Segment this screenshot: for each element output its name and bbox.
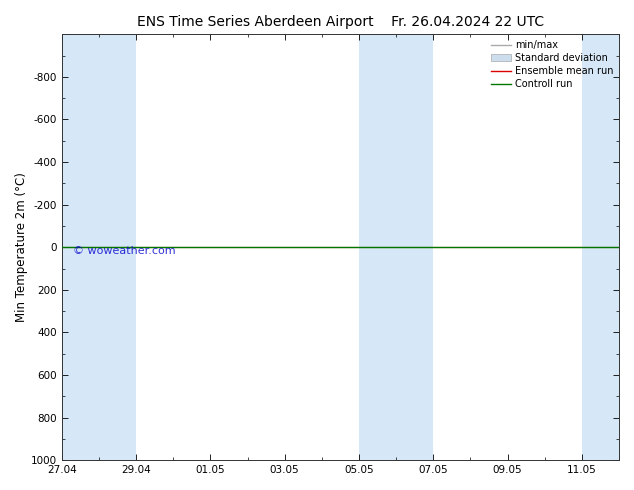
Text: © woweather.com: © woweather.com (73, 246, 176, 256)
Y-axis label: Min Temperature 2m (°C): Min Temperature 2m (°C) (15, 172, 28, 322)
Legend: min/max, Standard deviation, Ensemble mean run, Controll run: min/max, Standard deviation, Ensemble me… (488, 36, 617, 93)
Title: ENS Time Series Aberdeen Airport    Fr. 26.04.2024 22 UTC: ENS Time Series Aberdeen Airport Fr. 26.… (137, 15, 544, 29)
Bar (582, 34, 619, 460)
Bar (61, 34, 136, 460)
Bar (359, 34, 433, 460)
